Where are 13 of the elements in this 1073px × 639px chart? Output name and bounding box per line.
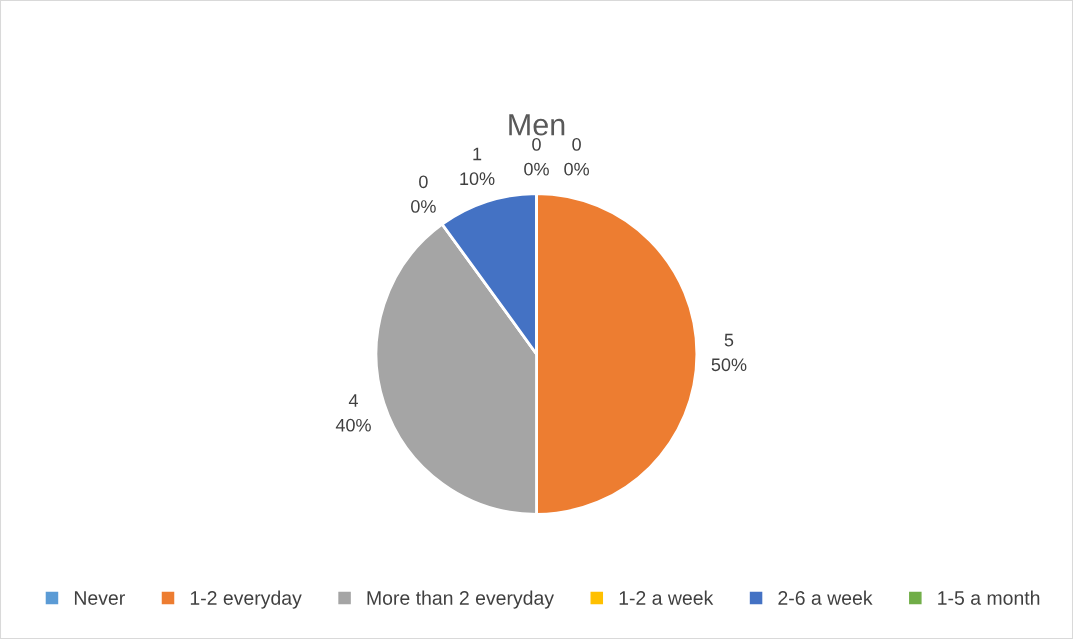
- data-label: 1 10%: [460, 147, 495, 186]
- data-label: 5 50%: [711, 333, 747, 372]
- legend-label: 1-5 a month: [938, 590, 1040, 605]
- legend-label: 1-2 a week: [619, 590, 714, 605]
- text: 0 0%: [411, 175, 436, 213]
- legend-label: 1-2 everyday: [190, 590, 302, 609]
- text: 0 0%: [564, 138, 589, 176]
- chart-title: Men: [509, 114, 565, 136]
- data-label: 4 40%: [335, 394, 371, 432]
- legend-label: More than 2 everyday: [367, 590, 554, 609]
- legend-label: 2-6 a week: [778, 590, 873, 605]
- legend-label: Never: [74, 591, 125, 605]
- text: 0 0%: [524, 138, 549, 176]
